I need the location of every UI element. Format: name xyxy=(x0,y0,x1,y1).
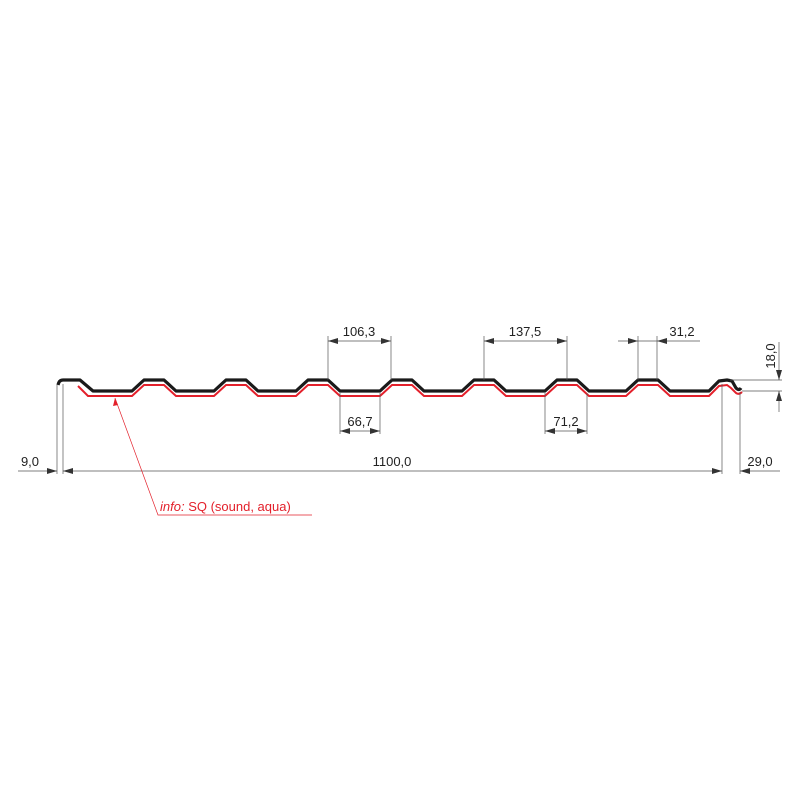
info-annotation: info: SQ (sound, aqua) xyxy=(160,499,291,514)
dim-9-0: 9,0 xyxy=(21,454,39,469)
dim-31-2: 31,2 xyxy=(669,324,694,339)
dimension-lines xyxy=(18,338,782,474)
dim-29-0: 29,0 xyxy=(747,454,772,469)
dim-1100-0: 1100,0 xyxy=(373,454,412,469)
profile-line xyxy=(56,378,743,393)
dim-71-2: 71,2 xyxy=(553,414,578,429)
leader-line xyxy=(114,397,312,516)
extension-lines xyxy=(56,336,782,474)
dim-106-3: 106,3 xyxy=(343,324,376,339)
leader-arrow xyxy=(113,398,118,406)
dim-137-5: 137,5 xyxy=(509,324,542,339)
dim-66-7: 66,7 xyxy=(347,414,372,429)
dim-18-0: 18,0 xyxy=(763,343,778,368)
